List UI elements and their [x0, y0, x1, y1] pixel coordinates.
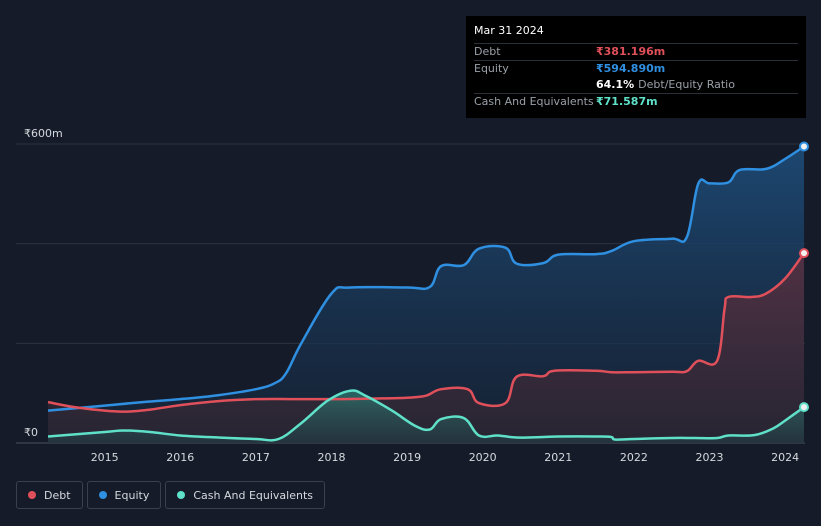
cash-line: [47, 389, 805, 442]
tooltip-row-debt: Debt ₹381.196m: [474, 43, 798, 60]
x-tick-label: 2017: [241, 451, 270, 464]
legend-cash-dot-icon: [177, 491, 186, 499]
x-tick-label: 2019: [393, 451, 422, 464]
equity-line: [47, 145, 805, 412]
tooltip-row-ratio: 64.1% Debt/Equity Ratio: [474, 77, 798, 93]
tooltip-equity-label: Equity: [474, 62, 509, 75]
legend-equity-dot-icon: [98, 491, 107, 499]
tooltip-ratio-value: 64.1% Debt/Equity Ratio: [596, 77, 735, 93]
x-tick-label: 2016: [166, 451, 195, 464]
tooltip-row-equity: Equity ₹594.890m: [474, 60, 798, 77]
legend-cash-label: Cash And Equivalents: [193, 488, 313, 502]
tooltip-equity-value: ₹594.890m: [596, 62, 666, 75]
legend: Debt Equity Cash And Equivalents: [16, 481, 325, 509]
legend-debt-dot-icon: [28, 491, 36, 499]
ratio-text: Debt/Equity Ratio: [638, 78, 735, 91]
x-tick-label: 2020: [468, 451, 497, 464]
x-tick-label: 2024: [771, 451, 800, 464]
x-tick-label: 2022: [619, 451, 648, 464]
debt-endpoint: [799, 248, 809, 259]
y-tick-label: ₹0: [24, 426, 38, 439]
ratio-number: 64.1%: [596, 78, 635, 91]
x-tick-label: 2015: [90, 451, 119, 464]
cash-area: [48, 390, 804, 443]
debt-line: [47, 252, 806, 413]
legend-debt-button[interactable]: Debt: [16, 481, 83, 509]
legend-equity-label: Equity: [114, 488, 150, 502]
tooltip-date: Mar 31 2024: [474, 24, 544, 37]
y-tick-label: ₹600m: [24, 127, 63, 140]
x-tick-label: 2018: [317, 451, 346, 464]
tooltip-cash-label: Cash And Equivalents: [474, 95, 594, 108]
legend-debt-label: Debt: [44, 488, 71, 502]
tooltip-debt-value: ₹381.196m: [596, 45, 666, 58]
cash-endpoint: [799, 402, 809, 413]
equity-endpoint: [799, 141, 809, 152]
tooltip-row-cash: Cash And Equivalents ₹71.587m: [474, 93, 798, 110]
debt-area: [48, 253, 804, 443]
legend-cash-button[interactable]: Cash And Equivalents: [165, 481, 325, 509]
x-tick-label: 2021: [544, 451, 573, 464]
tooltip-cash-value: ₹71.587m: [596, 95, 658, 108]
x-tick-label: 2023: [695, 451, 724, 464]
legend-equity-button[interactable]: Equity: [86, 481, 162, 509]
equity-area: [48, 146, 804, 443]
tooltip-panel: Mar 31 2024 Debt ₹381.196m Equity ₹594.8…: [466, 16, 806, 118]
tooltip-debt-label: Debt: [474, 45, 501, 58]
